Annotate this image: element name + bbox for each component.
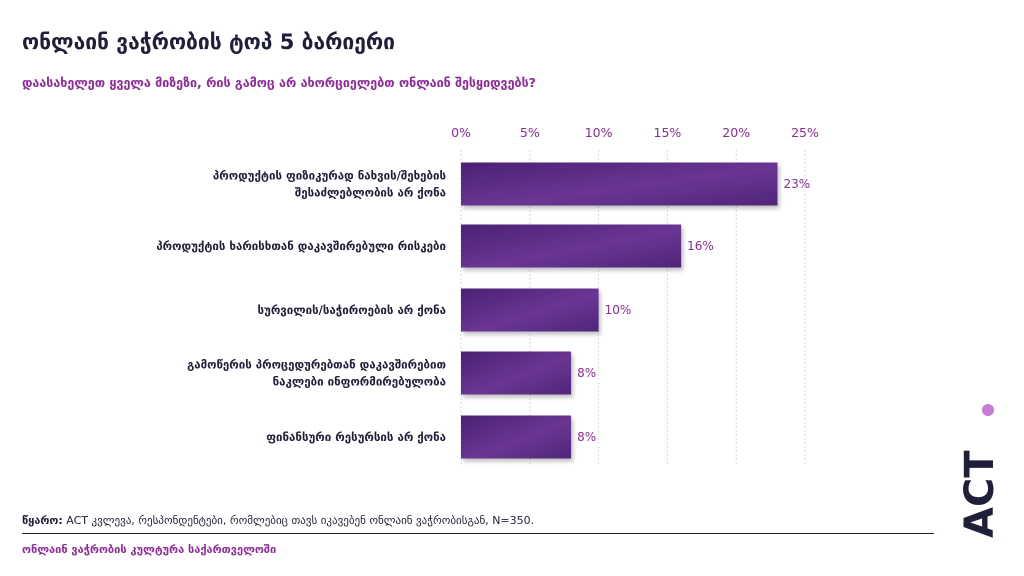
source-text: ACT კვლევა, რესპონდენტები, რომლებიც თავს… xyxy=(62,514,535,527)
act-logo: ACT xyxy=(957,404,1003,538)
bars xyxy=(461,162,778,459)
x-tick-label: 20% xyxy=(722,125,750,140)
source-note: წყარო: ACT კვლევა, რესპონდენტები, რომლებ… xyxy=(22,514,534,527)
bar xyxy=(461,415,572,459)
category-label: ფინანსური რესურსის არ ქონა xyxy=(266,430,446,444)
category-labels: პროდუქტის ფიზიკურად ნახვის/შეხების შესაძლ… xyxy=(156,169,446,445)
page-subtitle: დაასახელეთ ყველა მიზეზი, რის გამოც არ ახ… xyxy=(22,75,536,90)
bar xyxy=(461,162,778,206)
category-label: პროდუქტის ხარისხთან დაკავშირებული რისკებ… xyxy=(156,239,446,253)
category-label: პროდუქტის ფიზიკურად ნახვის/შეხების xyxy=(213,169,446,183)
page-title: ონლაინ ვაჭრობის ტოპ 5 ბარიერი xyxy=(22,30,395,54)
x-tick-label: 0% xyxy=(451,125,471,140)
category-label: გამოწერის პროცედურებთან დაკავშირებით xyxy=(187,358,446,372)
value-label: 10% xyxy=(605,303,632,317)
value-label: 8% xyxy=(577,430,596,444)
x-tick-label: 10% xyxy=(585,125,613,140)
category-label: სურვილის/საჭიროების არ ქონა xyxy=(258,303,447,317)
category-label: ნაკლები ინფორმირებულობა xyxy=(273,375,446,389)
value-label: 8% xyxy=(577,366,596,380)
footer-title: ონლაინ ვაჭრობის კულტურა საქართველოში xyxy=(22,543,277,556)
value-label: 23% xyxy=(783,177,810,191)
x-tick-label: 15% xyxy=(654,125,682,140)
source-label: წყარო: xyxy=(22,514,63,527)
value-labels: 23% 16% 10% 8% 8% xyxy=(577,177,810,444)
x-tick-label: 25% xyxy=(791,125,819,140)
bar xyxy=(461,224,682,268)
category-label: შესაძლებლობის არ ქონა xyxy=(295,186,446,200)
value-label: 16% xyxy=(687,239,714,253)
bar xyxy=(461,288,599,332)
act-logo-text: ACT xyxy=(957,450,1003,538)
footer-divider xyxy=(22,533,934,534)
act-logo-dot xyxy=(982,404,994,416)
x-tick-label: 5% xyxy=(520,125,540,140)
x-axis-ticks: 0% 5% 10% 15% 20% 25% xyxy=(451,125,819,140)
bar xyxy=(461,351,572,395)
